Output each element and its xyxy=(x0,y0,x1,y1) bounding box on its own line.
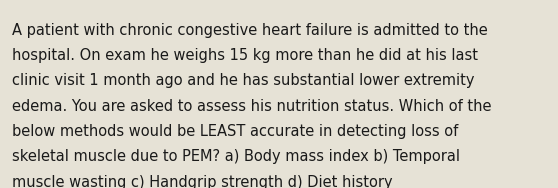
Text: hospital. On exam he weighs 15 kg more than he did at his last: hospital. On exam he weighs 15 kg more t… xyxy=(12,48,478,63)
Text: below methods would be LEAST accurate in detecting loss of: below methods would be LEAST accurate in… xyxy=(12,124,459,139)
Text: clinic visit 1 month ago and he has substantial lower extremity: clinic visit 1 month ago and he has subs… xyxy=(12,73,475,88)
Text: muscle wasting c) Handgrip strength d) Diet history: muscle wasting c) Handgrip strength d) D… xyxy=(12,175,393,188)
Text: edema. You are asked to assess his nutrition status. Which of the: edema. You are asked to assess his nutri… xyxy=(12,99,492,114)
Text: skeletal muscle due to PEM? a) Body mass index b) Temporal: skeletal muscle due to PEM? a) Body mass… xyxy=(12,149,460,164)
Text: A patient with chronic congestive heart failure is admitted to the: A patient with chronic congestive heart … xyxy=(12,23,488,38)
